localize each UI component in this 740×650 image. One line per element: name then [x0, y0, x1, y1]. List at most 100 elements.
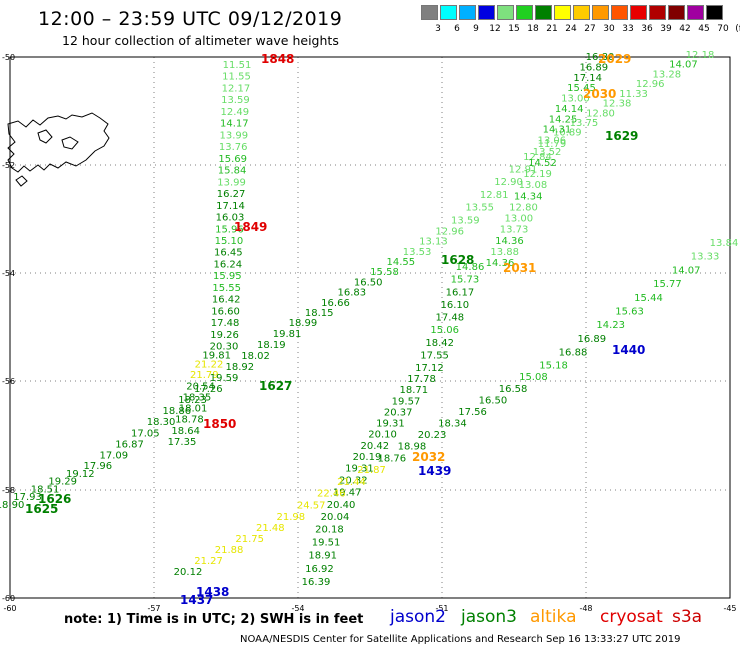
swh-value: 20.23	[418, 430, 447, 441]
legend-swatch	[706, 5, 723, 20]
swh-value: 13.88	[490, 247, 519, 258]
swh-value: 14.14	[555, 104, 584, 115]
page-title: 12:00 – 23:59 UTC 09/12/2019	[38, 8, 343, 30]
legend-label: 30	[603, 24, 615, 34]
swh-value: 20.10	[368, 430, 397, 441]
swh-value: 12.80	[586, 108, 615, 119]
legend-altika: altika	[530, 607, 577, 627]
swh-value: 15.63	[615, 307, 644, 318]
swh-value: 18.42	[425, 338, 454, 349]
swh-value: 12.49	[220, 107, 249, 118]
swh-value: 12.17	[222, 84, 251, 95]
swh-value: 15.58	[370, 267, 399, 278]
swh-value: 19.31	[345, 463, 374, 474]
legend-swatch	[516, 5, 533, 20]
swh-value: 10.89	[553, 128, 582, 139]
legend-swatch	[478, 5, 495, 20]
swh-value: 19.31	[376, 419, 405, 430]
swh-value: 18.35	[183, 392, 212, 403]
legend-swatch	[668, 5, 685, 20]
swh-value: 12.90	[494, 177, 523, 188]
legend-swatch	[573, 5, 590, 20]
swh-value: 18.30	[147, 417, 176, 428]
swh-value: 13.08	[519, 180, 548, 191]
swh-value: 17.26	[194, 384, 223, 395]
legend-label: 24	[565, 24, 577, 34]
swh-value: 15.18	[539, 361, 568, 372]
swh-value: 18.15	[305, 308, 334, 319]
swh-value: 15.69	[218, 154, 247, 165]
swh-value: 11.33	[619, 89, 648, 100]
swh-value: 17.12	[415, 363, 444, 374]
swh-value: 13.53	[403, 247, 432, 258]
swh-value: 16.50	[354, 277, 383, 288]
axis-labels: -50 -52 -54 -56 -58 -60-60 -57 -54 -51 -48 -45	[2, 53, 737, 613]
legend-swatch	[611, 5, 628, 20]
swh-value: 13.75	[570, 118, 599, 129]
swh-value: 17.96	[83, 461, 112, 472]
swh-value: 17.56	[458, 407, 487, 418]
swh-value: 13.59	[221, 95, 250, 106]
swh-value: 16.10	[440, 300, 469, 311]
swh-value: 15.10	[215, 236, 244, 247]
swh-value: 21.79	[190, 370, 219, 381]
swh-value: 11.51	[223, 60, 252, 71]
swh-value: 22.46	[317, 489, 346, 500]
swh-value: 18.23	[178, 395, 207, 406]
longitude-label: -60	[3, 604, 16, 613]
swh-value: 20.37	[384, 408, 413, 419]
swh-value: 15.96	[215, 224, 244, 235]
swh-value: 16.60	[211, 306, 240, 317]
swh-value: 14.07	[672, 265, 701, 276]
legend-jason2: jason2	[390, 607, 446, 627]
swh-value: 15.44	[634, 293, 663, 304]
swh-value: 20.42	[360, 441, 389, 452]
swh-value: 15.55	[212, 283, 241, 294]
swh-value: 13.33	[691, 252, 720, 263]
swh-value: 13.00	[561, 94, 590, 105]
legend-label: (ft)	[735, 24, 740, 34]
swh-value: 12.91	[509, 165, 538, 176]
legend-label: 39	[660, 24, 672, 34]
longitude-label: -48	[579, 604, 592, 613]
legend-swatch	[440, 5, 457, 20]
swh-value: 16.45	[214, 248, 243, 259]
swh-value: 16.50	[479, 395, 508, 406]
swh-value: 21.88	[215, 545, 244, 556]
swh-value: 12.84	[523, 152, 552, 163]
swh-value: 13.59	[451, 215, 480, 226]
swh-value: 18.98	[398, 442, 427, 453]
latitude-label: -58	[2, 486, 15, 495]
swh-value: 12.81	[480, 190, 509, 201]
swh-value: 24.57	[297, 501, 326, 512]
legend-swatch	[592, 5, 609, 20]
swh-value: 13.55	[465, 203, 494, 214]
legend-swatch	[649, 5, 666, 20]
swh-value: 13.76	[219, 142, 248, 153]
swh-value: 19.12	[66, 469, 95, 480]
legend-swatch	[459, 5, 476, 20]
legend-swatch	[630, 5, 647, 20]
pass-id-label: 1627	[259, 379, 292, 393]
legend-label: 3	[435, 24, 441, 34]
swh-value: 13.99	[219, 130, 248, 141]
swh-value: 18.99	[289, 318, 318, 329]
map-grid	[9, 56, 731, 599]
swh-value: 15.77	[653, 279, 682, 290]
swh-value: 15.84	[218, 166, 247, 177]
swh-value: 14.17	[220, 119, 249, 130]
swh-value: 16.89	[579, 62, 608, 73]
legend-swatch	[554, 5, 571, 20]
swh-value: 18.78	[175, 415, 204, 426]
swh-value: 19.81	[202, 351, 231, 362]
pass-id-label: 1440	[612, 343, 645, 357]
swh-value: 18.34	[438, 419, 467, 430]
swh-value: 17.14	[573, 73, 602, 84]
swh-value: 18.01	[179, 404, 208, 415]
pass-id-label: 1850	[203, 417, 236, 431]
swh-value: 13.84	[710, 238, 739, 249]
swh-value: 14.55	[386, 257, 415, 268]
swh-value: 15.45	[567, 83, 596, 94]
swh-value: 21.44	[337, 477, 366, 488]
swh-value: 19.59	[210, 373, 239, 384]
